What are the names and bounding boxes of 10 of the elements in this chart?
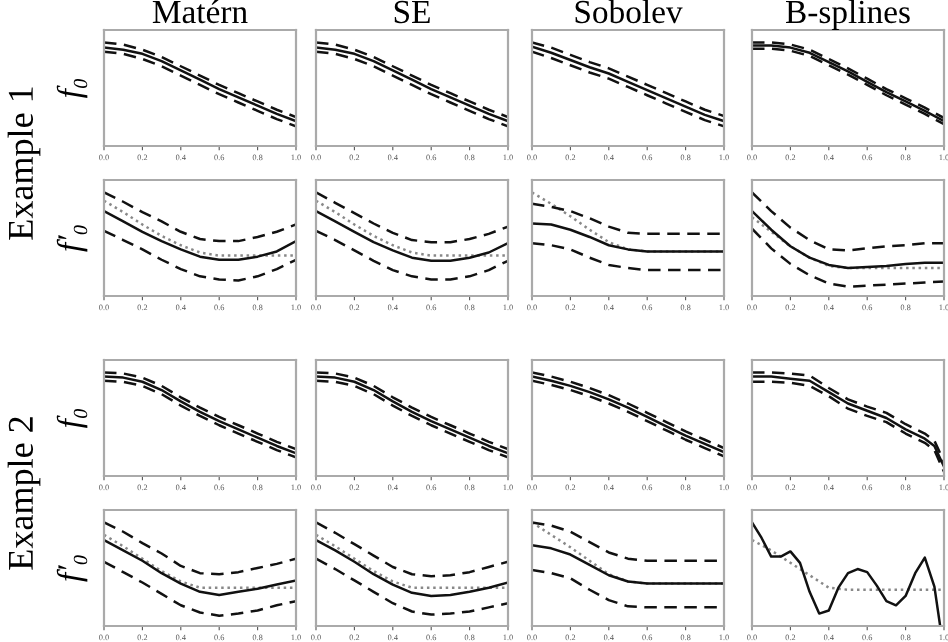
text: Example 1 — [7, 87, 41, 240]
y-axis-title: f₀ — [56, 79, 88, 99]
chart-title: Sobolev — [575, 0, 683, 24]
y-axis-title: f′₀ — [56, 225, 88, 252]
text: Example 2 — [7, 417, 41, 570]
y-axis-title: f′₀ — [56, 555, 88, 582]
chart-title: B-splines — [785, 0, 910, 30]
chart-title: SE — [394, 0, 430, 24]
chart-title: Matérn — [152, 0, 248, 24]
y-axis-title: f₀ — [56, 409, 88, 429]
